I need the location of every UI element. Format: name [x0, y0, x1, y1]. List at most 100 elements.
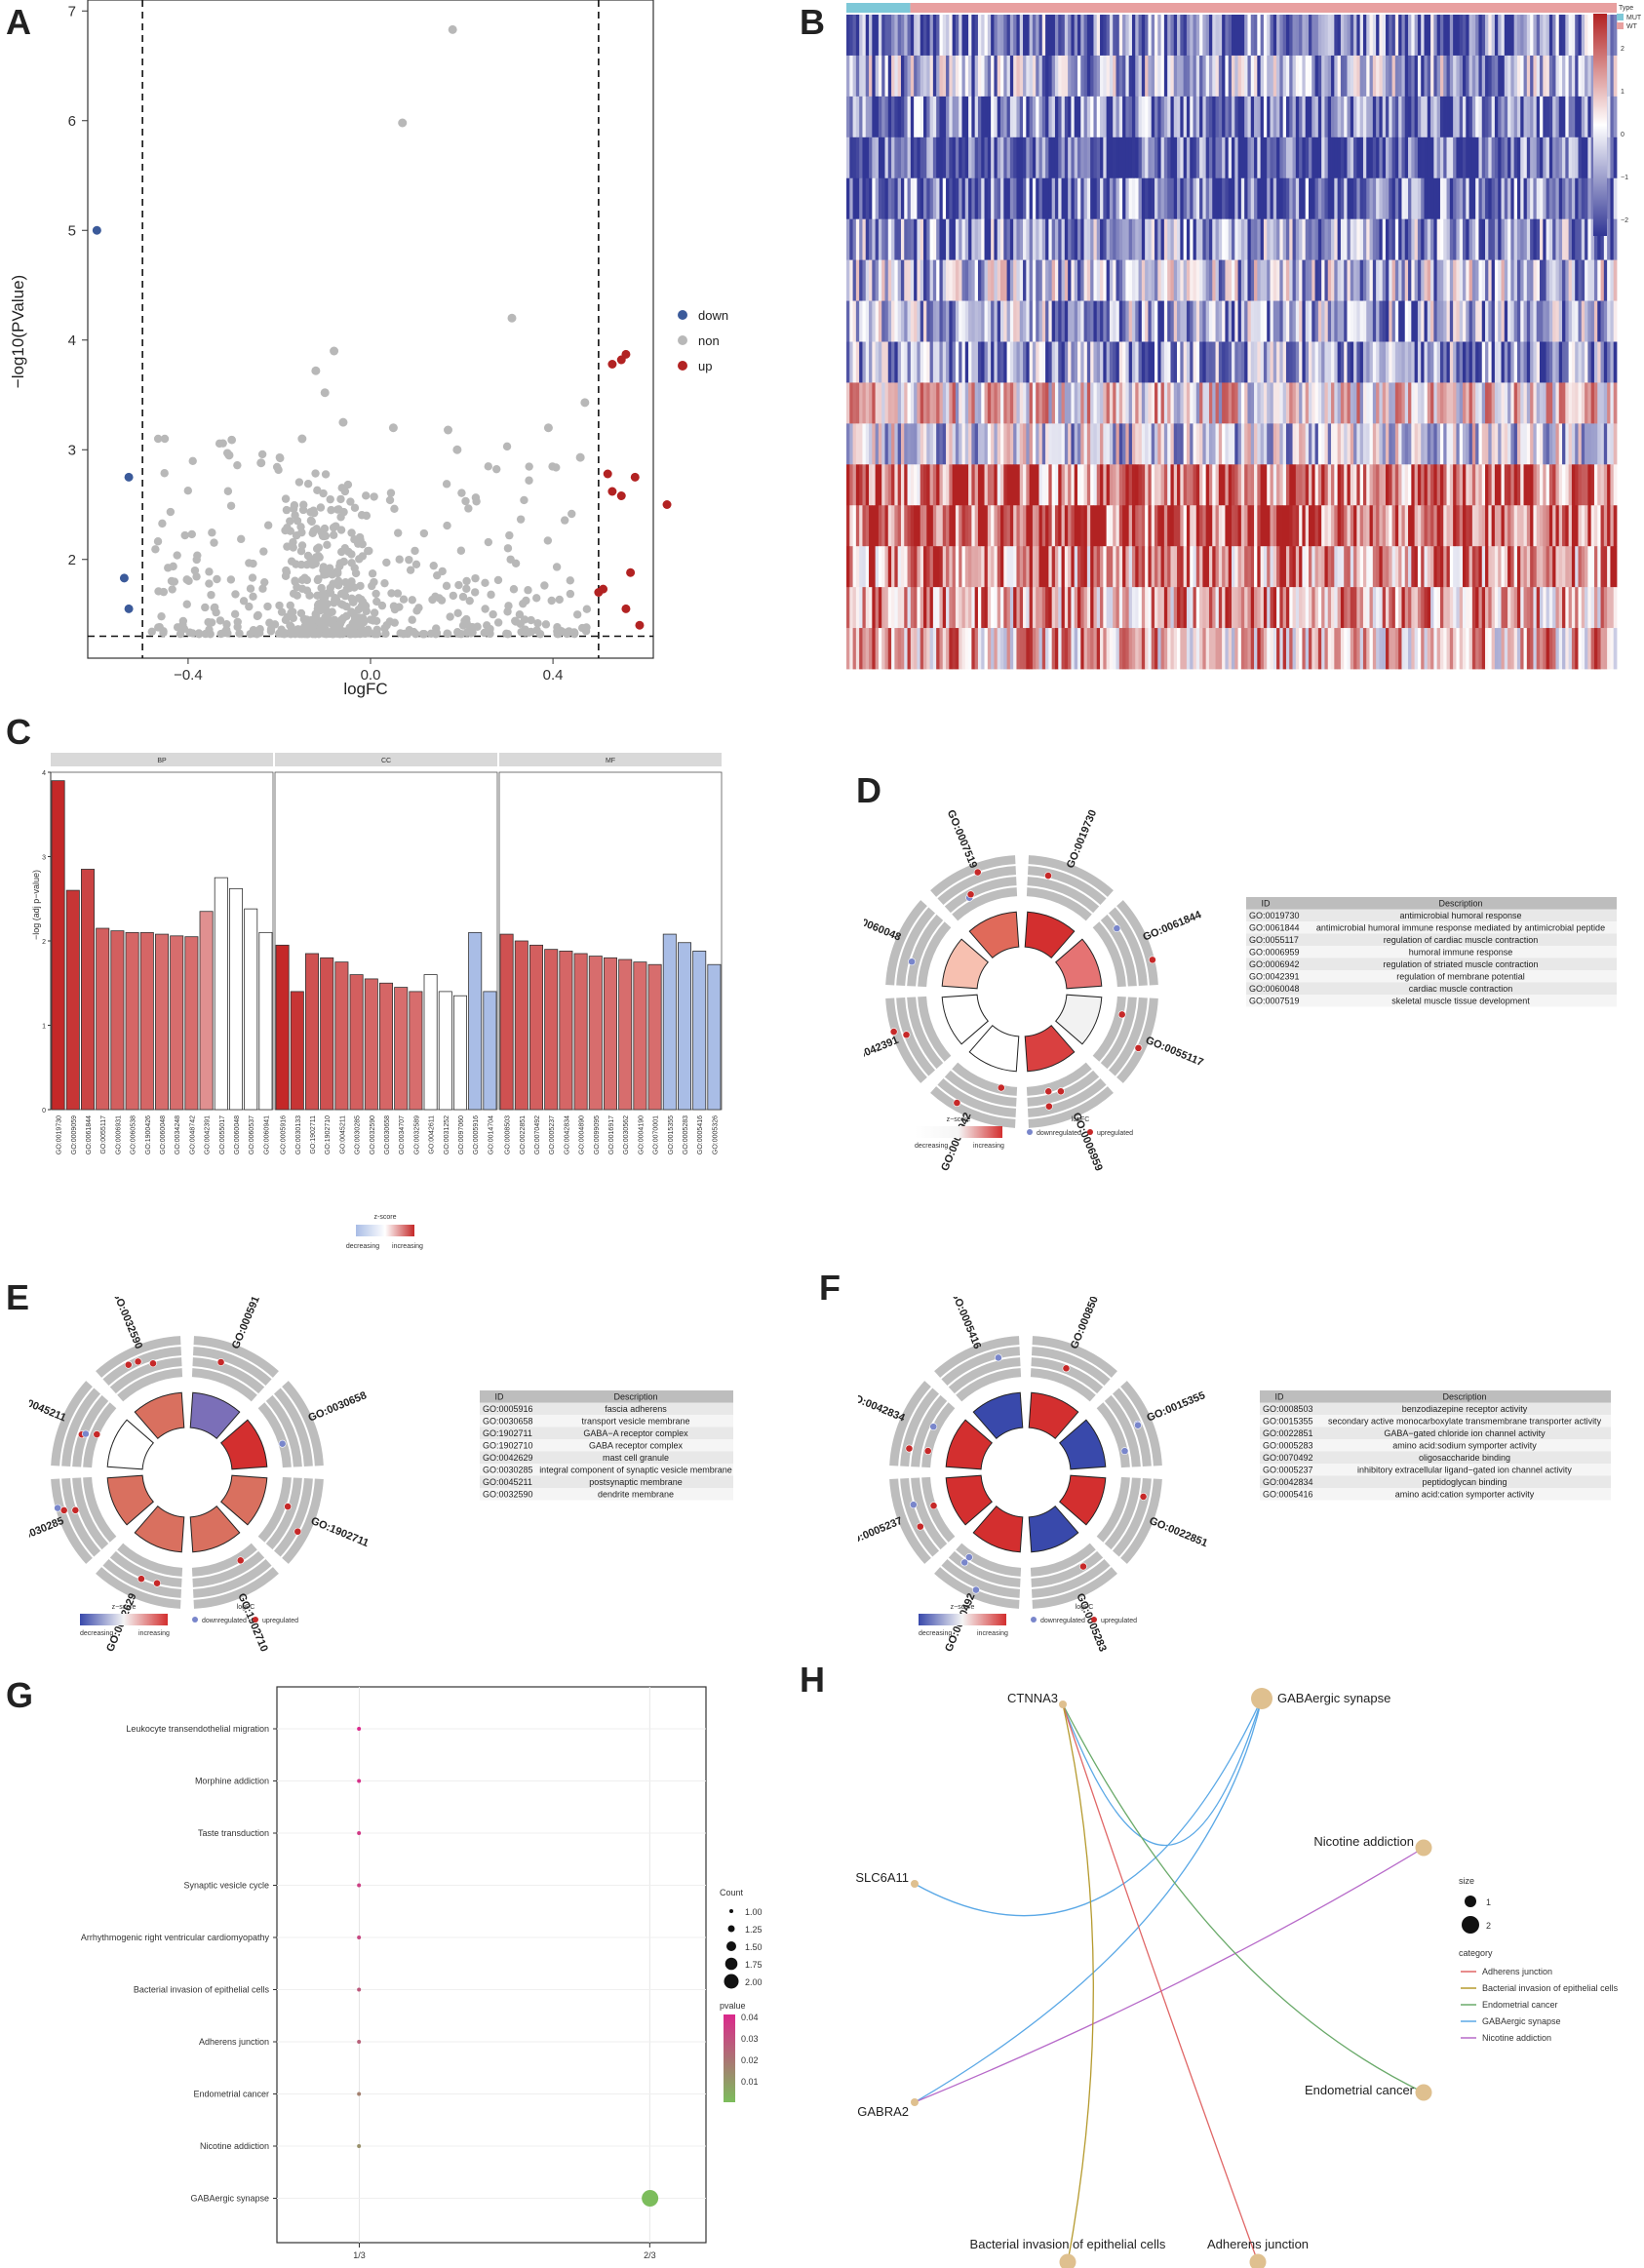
- go-ring-band: [1031, 1357, 1104, 1394]
- volcano-point-non: [296, 608, 306, 618]
- network-category-label: Endometrial cancer: [1482, 2000, 1558, 2010]
- go-ring-band: [1104, 1477, 1141, 1550]
- network-node-label: CTNNA3: [1007, 1691, 1058, 1705]
- go-ring-band: [72, 1394, 109, 1467]
- volcano-point-non: [323, 600, 332, 608]
- panel-label-g: G: [6, 1675, 34, 1715]
- volcano-point-non: [362, 491, 371, 500]
- go-ring-band: [51, 1478, 93, 1564]
- go-table-desc-header: Description: [1438, 899, 1482, 909]
- volcano-point-non: [226, 501, 236, 510]
- go-zscore-segment: [972, 1391, 1024, 1439]
- go-zscore-segment: [945, 1474, 993, 1526]
- go-ring-band: [1031, 1558, 1111, 1598]
- barplot-ytick: 1: [42, 1024, 46, 1031]
- go-bar: [573, 953, 588, 1111]
- go-table-description: amino acid:cation symporter activity: [1395, 1490, 1535, 1500]
- volcano-point-non: [582, 623, 591, 632]
- go-table-description: amino acid:sodium symporter activity: [1392, 1441, 1537, 1451]
- volcano-point-non: [462, 614, 471, 624]
- barplot-ytick: 4: [42, 770, 46, 777]
- heatmap-scale-tick: 1: [1621, 89, 1624, 96]
- go-gene-dot: [124, 1360, 133, 1369]
- volcano-point-non: [462, 628, 472, 637]
- go-barplot: BP CC MF 0 1 2 3 4 GO:0019730 GO:0009059 GO:006184…: [31, 753, 723, 1250]
- dotplot-pvalue-title: pvalue: [720, 2001, 746, 2011]
- volcano-point-non: [520, 495, 528, 505]
- go-ring-band: [889, 1381, 931, 1466]
- go-ring-label: GO:0042834: [858, 1389, 907, 1425]
- go-table-id: GO:0061844: [1249, 923, 1300, 933]
- go-bar: [349, 974, 364, 1111]
- go-ring-band: [956, 1368, 1022, 1402]
- volcano-point-down: [92, 225, 101, 235]
- network-edge: [914, 1847, 1425, 2103]
- go-table-header: [480, 1390, 733, 1403]
- volcano-point-non: [173, 551, 181, 560]
- go-table-description: benzodiazepine receptor activity: [1402, 1404, 1528, 1414]
- go-legend-logfc-title: logFC: [1076, 1604, 1094, 1611]
- volcano-point-non: [492, 464, 501, 474]
- go-table-id: GO:0060048: [1249, 984, 1300, 994]
- volcano-point-non: [365, 546, 373, 556]
- facet-strip: [51, 753, 273, 766]
- volcano-point-non: [525, 628, 533, 638]
- volcano-point-non: [456, 546, 466, 555]
- go-bar-label: GO:0032589: [413, 1115, 420, 1154]
- go-table-id-header: ID: [1275, 1392, 1285, 1402]
- go-ring-band: [1120, 1478, 1162, 1564]
- volcano-point-non: [568, 509, 576, 519]
- go-table-header: [1246, 897, 1617, 910]
- go-ring-band: [265, 1394, 302, 1467]
- volcano-point-non: [194, 630, 204, 639]
- go-bar: [258, 931, 273, 1111]
- go-bar-label: GO:0042391: [205, 1115, 212, 1154]
- go-ring-band: [192, 1558, 272, 1598]
- go-ring-band: [1028, 1086, 1114, 1128]
- dotplot-pvalue-tick: 0.02: [741, 2055, 759, 2065]
- dotplot-point: [357, 1936, 362, 1939]
- volcano-point-non: [553, 629, 562, 639]
- barplot-ylabel: −log (adj p−value): [31, 870, 41, 940]
- network-edge: [1062, 1703, 1259, 2263]
- go-table-row: [1260, 1439, 1611, 1452]
- go-bar: [334, 961, 349, 1111]
- dotplot-count-label: 2.00: [745, 1977, 763, 1987]
- go-bar: [678, 942, 692, 1111]
- go-gene-dot: [909, 1501, 918, 1509]
- go-bar: [514, 940, 528, 1111]
- dotplot-point: [357, 1831, 362, 1835]
- go-ring-band: [1032, 1567, 1117, 1609]
- volcano-point-non: [313, 605, 323, 613]
- dotplot-count-key: [724, 1957, 738, 1971]
- dotplot-category: Morphine addiction: [195, 1777, 269, 1786]
- go-bar: [618, 958, 633, 1111]
- volcano-point-non: [340, 592, 350, 601]
- volcano-ytick: 3: [68, 442, 76, 458]
- volcano-point-non: [215, 439, 224, 449]
- volcano-point-non: [372, 597, 381, 606]
- volcano-point-up: [607, 360, 617, 369]
- go-ring-label: GO:0042391: [864, 1035, 900, 1069]
- volcano-point-non: [390, 504, 399, 513]
- dotplot-category: Synaptic vesicle cycle: [183, 1881, 269, 1891]
- volcano-point-non: [429, 561, 438, 570]
- dotplot-point: [357, 2092, 362, 2096]
- volcano-point-non: [356, 581, 365, 591]
- volcano-point-up: [616, 491, 626, 500]
- go-table-description: skeletal muscle tissue development: [1391, 997, 1530, 1006]
- volcano-point-non: [355, 617, 365, 626]
- go-ring-band: [1032, 1336, 1117, 1378]
- go-zscore-segment: [1055, 938, 1103, 990]
- go-ring-band: [948, 1357, 1021, 1394]
- go-zscore-segment: [1028, 1391, 1079, 1439]
- volcano-point-non: [311, 366, 321, 375]
- go-bar: [65, 889, 80, 1111]
- go-bar: [604, 957, 618, 1111]
- go-table-description: GABA−A receptor complex: [583, 1428, 688, 1438]
- volcano-point-non: [442, 581, 451, 591]
- go-gene-dot: [54, 1504, 62, 1512]
- network-size-label: 2: [1486, 1921, 1491, 1931]
- go-gene-dot: [964, 1553, 973, 1561]
- volcano-point-non: [330, 346, 339, 356]
